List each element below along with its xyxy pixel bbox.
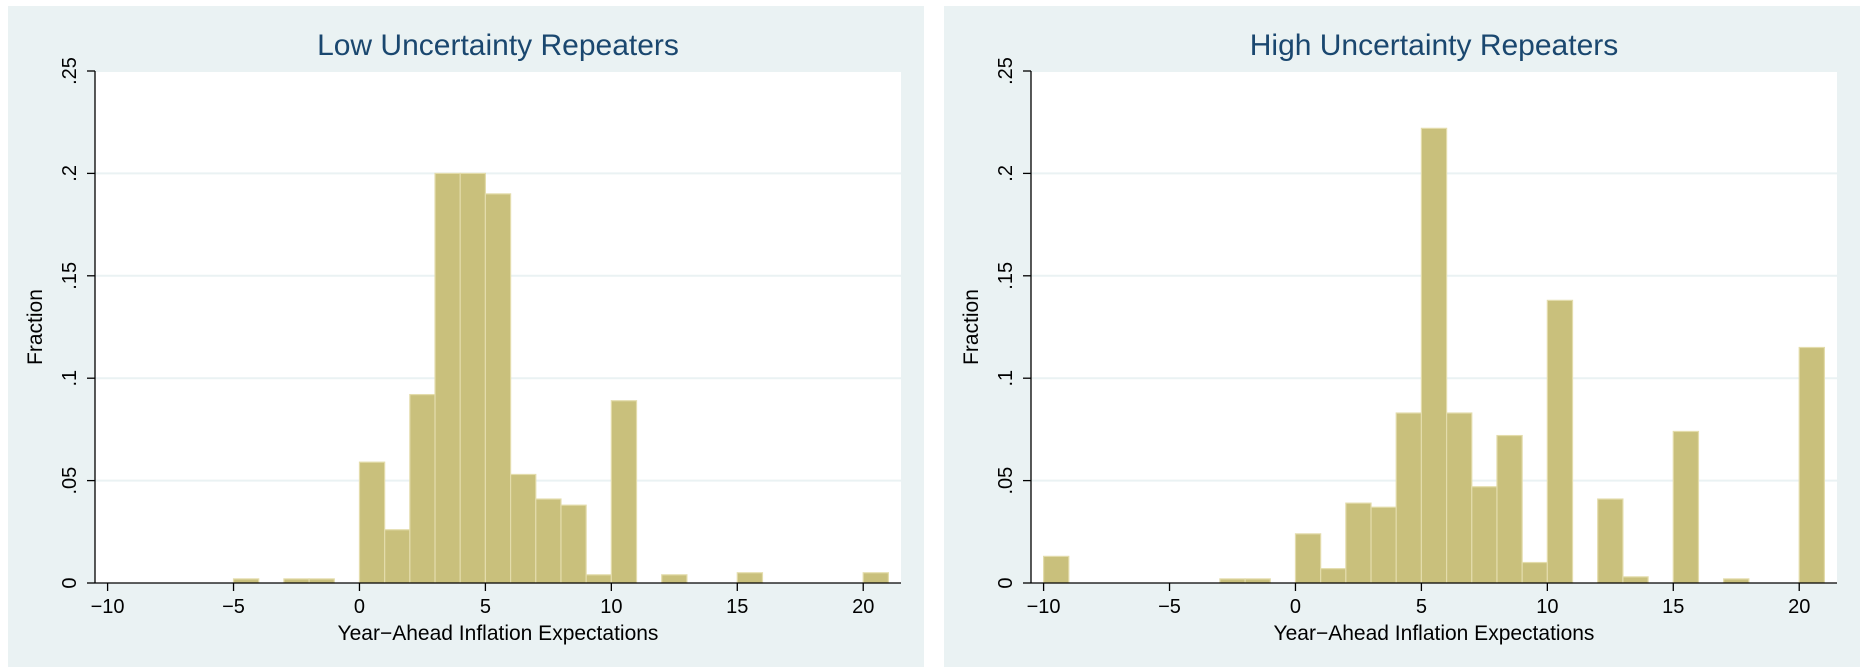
y-tick-label: .2 — [995, 165, 1017, 182]
histogram-bar — [358, 461, 386, 584]
histogram-bar — [1622, 576, 1649, 584]
histogram-bar — [459, 172, 487, 584]
x-tick-label: 15 — [726, 596, 748, 618]
x-tick-label: 10 — [600, 596, 622, 618]
y-tick-label: .15 — [59, 262, 81, 290]
histogram-bar — [610, 400, 638, 584]
chart-panel-2: 0 .05 .1 .15 .2 .25 −10 −5 0 5 10 15 20 High Uncertai… — [944, 6, 1860, 667]
x-tick-label: −10 — [1027, 596, 1061, 618]
histogram-bar — [1798, 346, 1826, 584]
histogram-bar — [1294, 533, 1322, 584]
histogram-bar — [1042, 555, 1070, 584]
histogram-bar — [1672, 430, 1700, 584]
x-tick-label: 20 — [852, 596, 874, 618]
chart-title: High Uncertainty Repeaters — [1250, 29, 1619, 62]
x-tick-label: 20 — [1788, 596, 1810, 618]
y-tick-label: .25 — [995, 57, 1017, 85]
x-tick-label: 0 — [354, 596, 365, 618]
y-axis-label: Fraction — [960, 289, 983, 365]
histogram-bar — [1420, 127, 1448, 584]
histogram-bar — [535, 498, 562, 584]
chart-title: Low Uncertainty Repeaters — [317, 29, 679, 62]
y-tick-label: .05 — [59, 467, 81, 495]
histogram-bar — [1370, 506, 1397, 584]
x-tick-label: 0 — [1290, 596, 1301, 618]
x-tick-label: −5 — [222, 596, 245, 618]
y-axis-label: Fraction — [24, 289, 47, 365]
histogram-bar — [1521, 561, 1548, 584]
y-tick-label: .15 — [995, 262, 1017, 290]
y-tick-label: .2 — [59, 165, 81, 182]
histogram-bar — [560, 504, 587, 584]
histogram-bar — [1471, 486, 1498, 584]
x-tick-label: 10 — [1536, 596, 1558, 618]
chart-panel-1: 0 .05 .1 .15 .2 .25 −10 −5 0 5 10 15 20 Low Uncertain… — [8, 6, 924, 667]
histogram-bar — [1445, 412, 1473, 584]
histogram-bar — [1546, 299, 1574, 584]
x-tick-label: 5 — [1416, 596, 1427, 618]
histogram-bar — [862, 572, 890, 584]
histogram-bar — [736, 572, 764, 584]
histogram-bar — [484, 193, 512, 584]
x-axis-label: Year−Ahead Inflation Expectations — [1274, 622, 1595, 645]
x-tick-label: 15 — [1662, 596, 1684, 618]
y-tick-label: .05 — [995, 467, 1017, 495]
histogram-bar — [509, 473, 537, 584]
histogram-bar — [1597, 498, 1624, 584]
histogram-bar — [409, 393, 436, 584]
y-tick-label: .1 — [59, 370, 81, 387]
histogram-bar — [1395, 412, 1423, 584]
x-tick-label: −5 — [1158, 596, 1181, 618]
histogram-bar — [661, 574, 688, 584]
x-axis-label: Year−Ahead Inflation Expectations — [338, 622, 659, 645]
histogram-bar — [384, 529, 411, 584]
histogram-bar — [585, 574, 612, 584]
y-tick-label: 0 — [995, 577, 1017, 588]
histogram-bar — [1496, 434, 1523, 584]
y-tick-label: .1 — [995, 370, 1017, 387]
y-tick-label: 0 — [59, 577, 81, 588]
histogram-bar — [434, 172, 461, 584]
histogram-bar — [1320, 568, 1347, 584]
x-tick-label: 5 — [480, 596, 491, 618]
y-tick-label: .25 — [59, 57, 81, 85]
histogram-bar — [1345, 502, 1372, 584]
x-tick-label: −10 — [91, 596, 125, 618]
